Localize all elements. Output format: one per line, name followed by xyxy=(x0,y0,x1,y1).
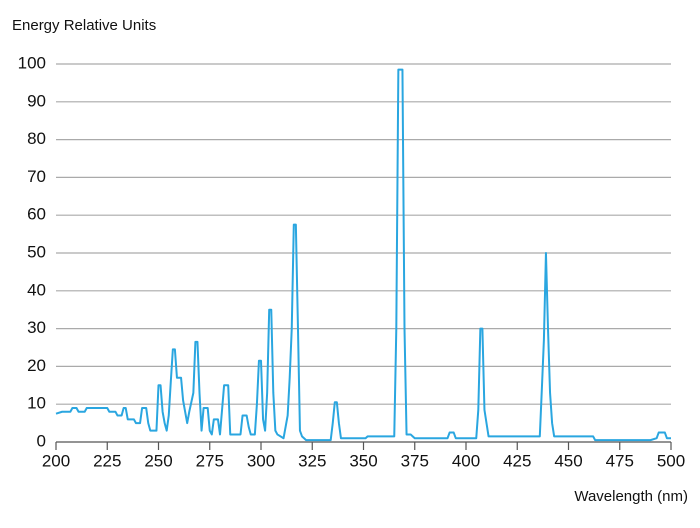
y-tick-label: 80 xyxy=(27,129,46,148)
y-tick-label: 20 xyxy=(27,356,46,375)
x-axis-label: Wavelength (nm) xyxy=(574,488,688,505)
y-tick-label: 40 xyxy=(27,280,46,299)
x-tick-label: 250 xyxy=(144,451,172,470)
x-tick-label: 450 xyxy=(554,451,582,470)
y-tick-label: 10 xyxy=(27,394,46,413)
y-tick-label: 70 xyxy=(27,167,46,186)
y-tick-label: 90 xyxy=(27,91,46,110)
x-tick-label: 475 xyxy=(606,451,634,470)
x-tick-label: 225 xyxy=(93,451,121,470)
y-tick-label: 50 xyxy=(27,242,46,261)
y-tick-label: 100 xyxy=(18,53,46,72)
x-tick-label: 500 xyxy=(657,451,685,470)
x-tick-label: 275 xyxy=(196,451,224,470)
chart-title: Energy Relative Units xyxy=(12,17,156,34)
x-tick-label: 425 xyxy=(503,451,531,470)
x-tick-label: 400 xyxy=(452,451,480,470)
x-tick-label: 200 xyxy=(42,451,70,470)
x-tick-label: 300 xyxy=(247,451,275,470)
x-tick-label: 350 xyxy=(349,451,377,470)
y-tick-label: 60 xyxy=(27,205,46,224)
x-tick-label: 325 xyxy=(298,451,326,470)
x-tick-label: 375 xyxy=(401,451,429,470)
y-tick-label: 0 xyxy=(37,431,46,450)
y-tick-label: 30 xyxy=(27,318,46,337)
spectrum-line xyxy=(55,68,671,442)
